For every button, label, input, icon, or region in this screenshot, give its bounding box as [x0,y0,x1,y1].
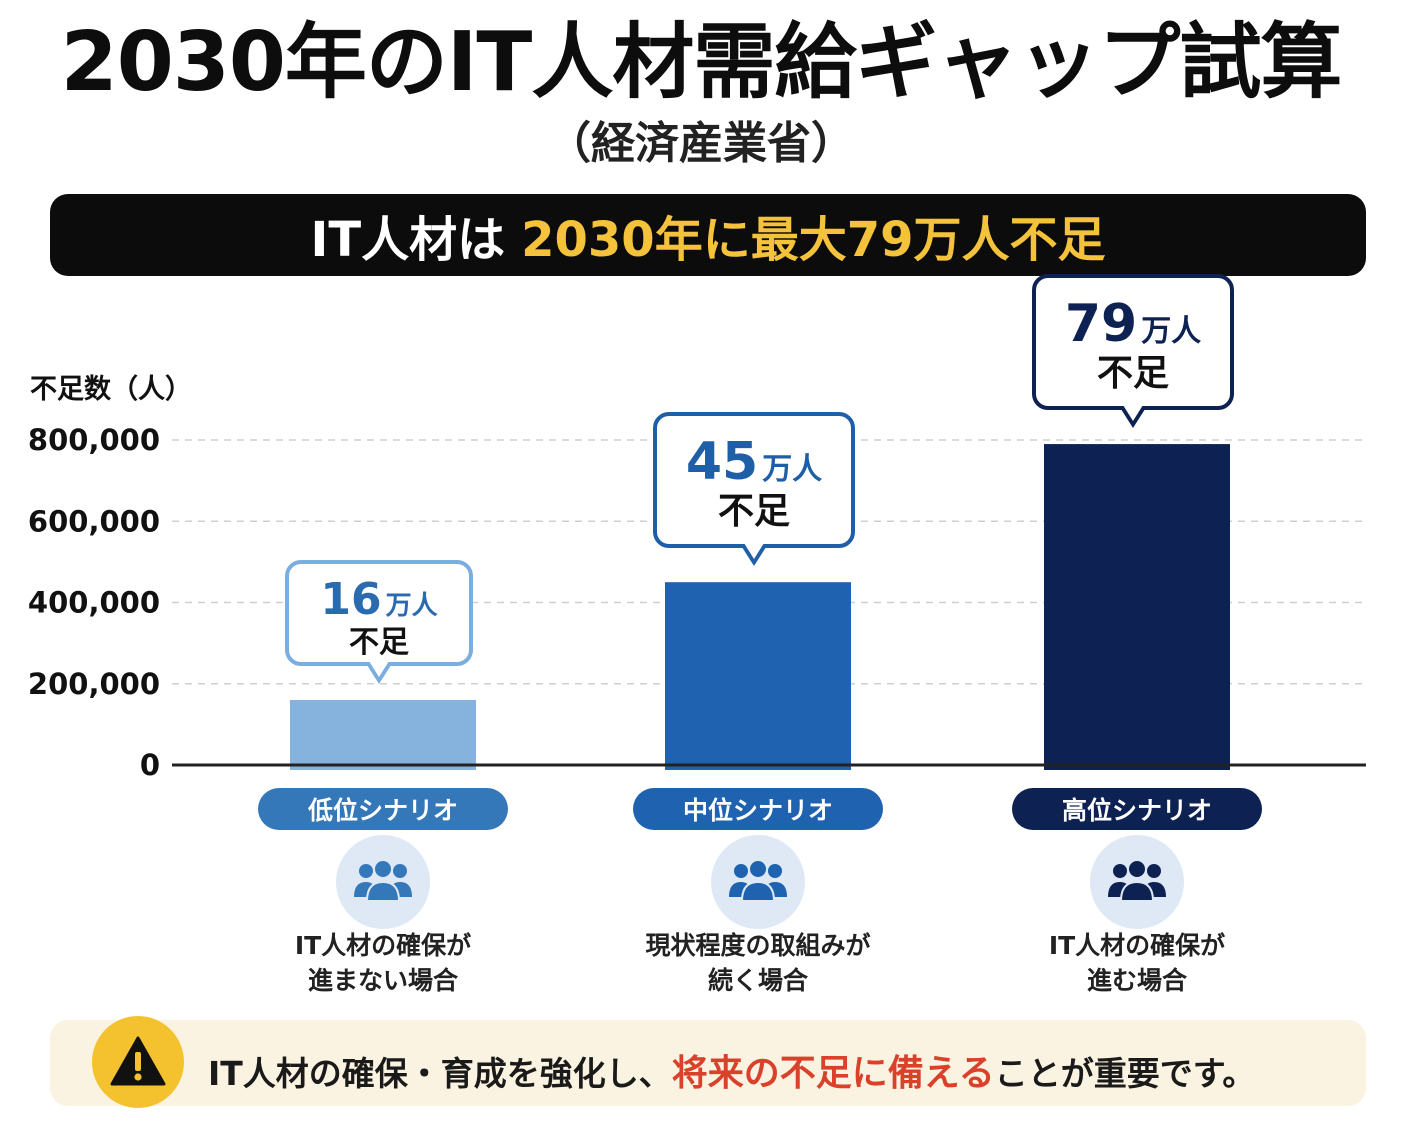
scenario-description-3: IT人材の確保が 進む場合 [972,928,1302,998]
category-label-2: 中位シナリオ [633,788,883,830]
page-subtitle: （経済産業省） [547,118,855,169]
warning-icon [92,1016,184,1108]
callout-1: 16 万人 不足 [285,560,473,684]
bar-1 [290,700,476,770]
description-line: 続く場合 [707,966,808,995]
category-label-3: 高位シナリオ [1012,788,1262,830]
banner-highlight: 2030年に最大79万人不足 [521,212,1106,268]
callout-number: 16 [320,574,382,625]
callout-sub: 不足 [349,625,409,660]
callout-value: 45 万人 [657,436,851,488]
category-label-1: 低位シナリオ [258,788,508,830]
callout-2: 45 万人 不足 [653,412,855,567]
description-line: 進まない場合 [307,966,458,995]
description-line: 現状程度の取組みが [645,931,871,960]
callout-value: 16 万人 [289,578,469,622]
callout-sub: 不足 [1096,353,1169,395]
y-tick-label: 600,000 [28,504,160,538]
description-line: IT人材の確保が [1048,931,1226,960]
bar-chart: 不足数（人） 0 200,000 400,000 600,000 800,000 [28,374,1366,782]
description-line: IT人材の確保が [294,931,472,960]
callout-number: 79 [1064,294,1138,355]
people-group-icon [336,835,430,929]
footer-text-highlight: 将来の不足に備える [671,1053,995,1094]
callout-value: 79 万人 [1036,298,1230,350]
callout-3: 79 万人 不足 [1032,274,1234,429]
callout-tail-fill [1123,405,1143,422]
people-group-icon [1090,835,1184,929]
bar-2 [665,582,851,770]
y-tick-label: 400,000 [28,586,160,620]
people-group-icon [711,835,805,929]
y-axis-label: 不足数（人） [30,374,192,405]
page-title: 2030年のIT人材需給ギャップ試算 [60,15,1343,110]
footer-text-after: ことが重要です。 [994,1054,1256,1093]
y-tick-label: 0 [140,748,160,782]
headline-banner: IT人材は 2030年に最大79万人不足 [50,194,1366,276]
callout-sub: 不足 [717,491,790,533]
callout-unit: 万人 [385,591,438,621]
scenario-description-1: IT人材の確保が 進まない場合 [218,928,548,998]
callout-tail-fill [369,661,389,677]
callout-unit: 万人 [762,452,823,488]
scenario-description-2: 現状程度の取組みが 続く場合 [593,928,923,998]
callout-unit: 万人 [1141,314,1202,350]
callout-tail-fill [744,543,764,560]
description-line: 進む場合 [1086,966,1187,995]
footer-text: IT人材の確保・育成を強化し、将来の不足に備えることが重要です。 [208,1044,1255,1096]
callout-number: 45 [685,432,759,493]
footer-note [50,1020,1366,1106]
y-tick-label: 800,000 [28,423,160,457]
banner-prefix: IT人材は [310,212,506,268]
bar-3 [1044,444,1230,770]
y-tick-label: 200,000 [28,667,160,701]
footer-text-before: IT人材の確保・育成を強化し、 [208,1054,672,1093]
